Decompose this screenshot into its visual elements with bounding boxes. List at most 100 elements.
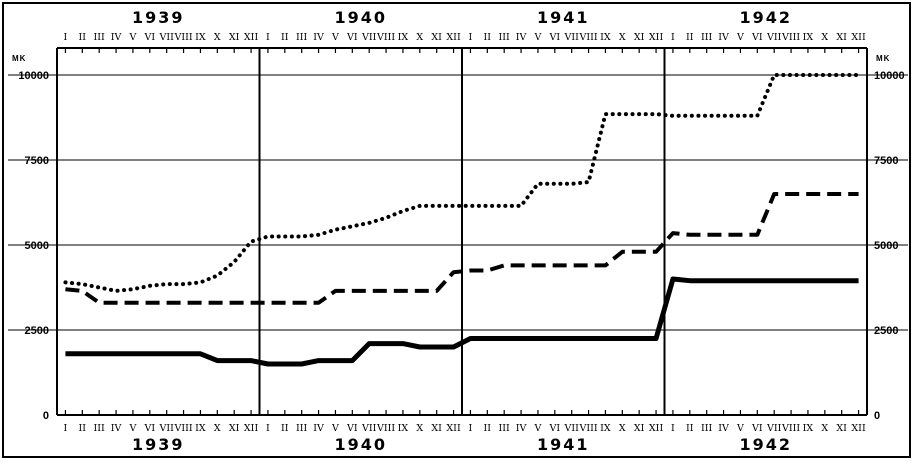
month-label-bottom-1942-X: X [821, 423, 828, 434]
month-label-bottom-1941-VII: VII [564, 423, 580, 434]
month-label-top-1941-VIII: VIII [579, 32, 598, 43]
month-label-top-1940-II: II [281, 32, 289, 43]
month-label-top-1939-III: III [94, 32, 106, 43]
month-label-top-1941-V: V [534, 32, 542, 43]
month-label-bottom-1942-IX: IX [803, 423, 814, 434]
month-label-top-1941-XI: XI [634, 32, 645, 43]
month-label-top-1939-X: X [214, 32, 221, 43]
month-label-top-1939-VIII: VIII [174, 32, 193, 43]
gridlines [8, 47, 908, 416]
year-label-bottom-1941: 1941 [537, 435, 590, 454]
year-label-top-1940: 1940 [334, 8, 387, 27]
month-label-bottom-1941-VIII: VIII [579, 423, 598, 434]
month-label-bottom-1940-XI: XI [431, 423, 442, 434]
month-label-top-1940-IX: IX [398, 32, 409, 43]
month-label-bottom-1942-VI: VI [751, 423, 763, 434]
month-label-bottom-1940-III: III [296, 423, 308, 434]
month-label-bottom-1941-IX: IX [600, 423, 611, 434]
month-label-bottom-1940-X: X [416, 423, 423, 434]
month-label-top-1939-VII: VII [159, 32, 175, 43]
month-label-bottom-1941-III: III [499, 423, 511, 434]
month-label-bottom-1942-IV: IV [718, 423, 729, 434]
month-label-bottom-1939-XI: XI [229, 423, 240, 434]
y-tick-label-right-0: 0 [874, 410, 880, 422]
month-label-top-1940-VIII: VIII [376, 32, 395, 43]
month-label-top-1939-VI: VI [144, 32, 156, 43]
month-label-top-1941-VI: VI [549, 32, 561, 43]
y-tick-label-right-10000: 10000 [874, 70, 905, 82]
month-label-top-1939-V: V [129, 32, 137, 43]
month-label-top-1941-IX: IX [600, 32, 611, 43]
year-label-top-1941: 1941 [537, 8, 590, 27]
month-label-top-1939-I: I [64, 32, 68, 43]
month-label-top-1942-XII: XII [851, 32, 866, 43]
month-label-top-1941-VII: VII [564, 32, 580, 43]
month-label-bottom-1941-II: II [484, 423, 492, 434]
month-label-top-1940-XI: XI [431, 32, 442, 43]
month-label-top-1939-II: II [79, 32, 87, 43]
month-label-top-1942-VIII: VIII [781, 32, 800, 43]
month-label-bottom-1941-V: V [534, 423, 542, 434]
series-line-dotted [63, 73, 861, 293]
month-label-bottom-1941-IV: IV [516, 423, 527, 434]
month-label-top-1940-VII: VII [361, 32, 377, 43]
month-label-bottom-1939-V: V [129, 423, 137, 434]
month-label-bottom-1940-VI: VI [346, 423, 358, 434]
month-label-bottom-1939-II: II [79, 423, 87, 434]
month-label-bottom-1942-XI: XI [836, 423, 847, 434]
month-label-top-1939-XI: XI [229, 32, 240, 43]
month-label-top-1940-X: X [416, 32, 423, 43]
month-label-bottom-1941-VI: VI [549, 423, 561, 434]
month-label-top-1942-X: X [821, 32, 828, 43]
y-tick-label-right-5000: 5000 [874, 240, 898, 252]
month-label-bottom-1942-VIII: VIII [781, 423, 800, 434]
year-label-bottom-1939: 1939 [132, 435, 185, 454]
year-label-top-1939: 1939 [132, 8, 185, 27]
month-label-bottom-1939-I: I [64, 423, 68, 434]
month-label-bottom-1941-XI: XI [634, 423, 645, 434]
month-label-bottom-1941-I: I [469, 423, 473, 434]
month-label-bottom-1939-XII: XII [244, 423, 259, 434]
y-unit-label-right: MK [876, 54, 890, 63]
month-label-top-1940-III: III [296, 32, 308, 43]
y-axis: MK MK 0 0 2500 2500 5000 5000 7500 7500 10000 100… [12, 54, 905, 422]
month-label-top-1942-III: III [701, 32, 713, 43]
month-label-top-1940-I: I [266, 32, 270, 43]
month-label-bottom-1940-IX: IX [398, 423, 409, 434]
month-label-bottom-1941-XII: XII [649, 423, 664, 434]
month-label-bottom-1942-VII: VII [766, 423, 782, 434]
year-label-bottom-1942: 1942 [739, 435, 792, 454]
month-label-bottom-1939-X: X [214, 423, 221, 434]
month-label-bottom-1940-II: II [281, 423, 289, 434]
year-label-bottom-1940: 1940 [334, 435, 387, 454]
month-label-bottom-1942-II: II [686, 423, 694, 434]
month-label-top-1941-XII: XII [649, 32, 664, 43]
y-tick-label-right-2500: 2500 [874, 325, 898, 337]
series-line-dashed [65, 192, 859, 305]
month-label-bottom-1942-III: III [701, 423, 713, 434]
year-label-top-1942: 1942 [739, 8, 792, 27]
y-tick-label-left-10000: 10000 [18, 70, 49, 82]
month-label-top-1940-VI: VI [346, 32, 358, 43]
month-label-bottom-1939-VII: VII [159, 423, 175, 434]
month-label-bottom-1942-I: I [671, 423, 675, 434]
month-label-top-1942-XI: XI [836, 32, 847, 43]
month-label-top-1942-VI: VI [751, 32, 763, 43]
month-label-bottom-1940-V: V [331, 423, 339, 434]
month-label-top-1940-IV: IV [313, 32, 324, 43]
month-label-top-1939-XII: XII [244, 32, 259, 43]
month-label-bottom-1940-I: I [266, 423, 270, 434]
month-label-bottom-1940-VII: VII [361, 423, 377, 434]
month-label-top-1942-V: V [736, 32, 744, 43]
month-label-bottom-1940-IV: IV [313, 423, 324, 434]
month-label-bottom-1939-III: III [94, 423, 106, 434]
month-label-top-1941-III: III [499, 32, 511, 43]
y-unit-label-left: MK [12, 54, 26, 63]
y-tick-label-left-5000: 5000 [25, 240, 49, 252]
month-label-top-1940-V: V [331, 32, 339, 43]
month-label-top-1941-II: II [484, 32, 492, 43]
y-tick-label-left-7500: 7500 [25, 155, 49, 167]
month-label-top-1939-IV: IV [111, 32, 122, 43]
